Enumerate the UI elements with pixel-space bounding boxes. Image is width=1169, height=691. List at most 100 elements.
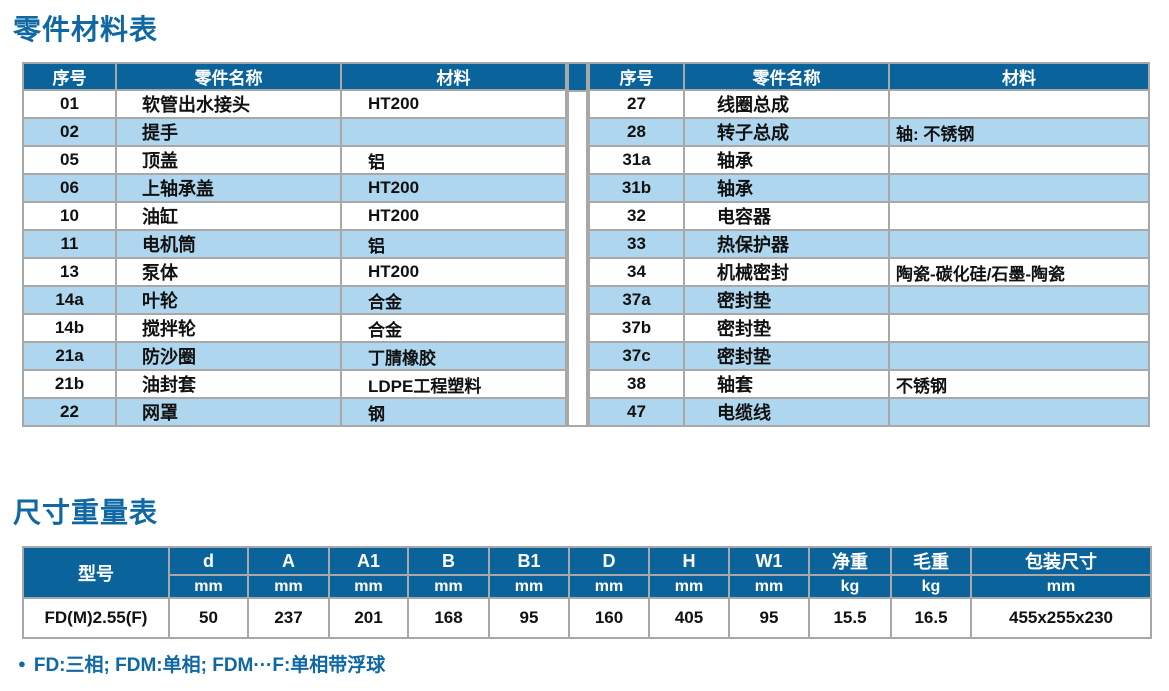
parts-table-left-header: 序号 零件名称 材料	[22, 62, 567, 91]
cell-serial-no: 47	[588, 397, 685, 427]
cell-part-name: 轴套	[683, 369, 890, 399]
dimensions-table-header: 型号 d A A1 B B1 D H W1 净重 毛重 包装尺寸 mm mm mm mm mm mm mm mm k…	[22, 546, 1152, 599]
dim-col-label: H	[648, 546, 730, 576]
dim-col-label: 包装尺寸	[970, 546, 1152, 576]
table-row: 47 电缆线	[588, 397, 1150, 427]
dim-col-unit: mm	[728, 574, 810, 599]
dim-value-cell: 201	[328, 597, 409, 639]
cell-part-name: 提手	[115, 117, 342, 147]
cell-part-name: 叶轮	[115, 285, 342, 315]
table-row: 32 电容器	[588, 201, 1150, 231]
dim-value-cell: 95	[728, 597, 810, 639]
dim-value-cell: 95	[488, 597, 570, 639]
footnote-text: FD:三相; FDM:单相; FDM···F:单相带浮球	[33, 655, 386, 676]
dim-value-cell: 405	[648, 597, 730, 639]
cell-material	[340, 117, 567, 147]
table-row: 11 电机筒铝	[22, 229, 567, 259]
dim-value-cell: 237	[247, 597, 330, 639]
cell-material: HT200	[340, 89, 567, 119]
table-row: 22 网罩钢	[22, 397, 567, 427]
cell-serial-no: 11	[22, 229, 117, 259]
parts-table-left-body: 01 软管出水接头 HT200 02 提手 05 顶盖铝 06 上轴承盖 HT200 10 油缸 HT2…	[22, 89, 567, 427]
col-header-model: 型号	[22, 546, 170, 599]
cell-serial-no: 02	[22, 117, 117, 147]
cell-part-name: 电容器	[683, 201, 890, 231]
cell-serial-no: 38	[588, 369, 685, 399]
model-legend-footnote: ● FD:三相; FDM:单相; FDM···F:单相带浮球	[18, 650, 385, 677]
cell-part-name: 电缆线	[683, 397, 890, 427]
table-row: 13 泵体 HT200	[22, 257, 567, 287]
cell-serial-no: 14b	[22, 313, 117, 343]
cell-part-name: 热保护器	[683, 229, 890, 259]
cell-material: 钢	[340, 397, 567, 427]
table-row: 31a 轴承	[588, 145, 1150, 175]
cell-part-name: 电机筒	[115, 229, 342, 259]
dim-col-unit: mm	[247, 574, 330, 599]
cell-part-name: 上轴承盖	[115, 173, 342, 203]
table-row: 33 热保护器	[588, 229, 1150, 259]
dim-col-unit: mm	[407, 574, 490, 599]
parts-table-right-body: 27 线圈总成 28 转子总成 轴: 不锈钢 31a 轴承 31b 轴承 32 电容器 33 热保护器 3…	[588, 89, 1150, 427]
dim-col-label: A1	[328, 546, 409, 576]
cell-serial-no: 06	[22, 173, 117, 203]
table-row: 06 上轴承盖 HT200	[22, 173, 567, 203]
cell-material: 轴: 不锈钢	[888, 117, 1150, 147]
col-header-part-name: 零件名称	[683, 62, 890, 91]
cell-serial-no: 31a	[588, 145, 685, 175]
col-header-serial: 序号	[588, 62, 685, 91]
parts-table-right-header: 序号 零件名称 材料	[588, 62, 1150, 91]
table-row: 37a 密封垫	[588, 285, 1150, 315]
cell-material: 合金	[340, 285, 567, 315]
cell-part-name: 密封垫	[683, 285, 890, 315]
col-header-material: 材料	[888, 62, 1150, 91]
cell-material	[888, 173, 1150, 203]
cell-material: HT200	[340, 201, 567, 231]
cell-material: 合金	[340, 313, 567, 343]
dim-col-unit: kg	[808, 574, 892, 599]
cell-material	[888, 201, 1150, 231]
dim-col-unit: mm	[568, 574, 650, 599]
table-row: FD(M)2.55(F) 50 237 201 168 95 160 405 95 15.5 16.…	[22, 597, 1152, 639]
cell-material: 铝	[340, 145, 567, 175]
table-row: 14b 搅拌轮 合金	[22, 313, 567, 343]
cell-part-name: 软管出水接头	[115, 89, 342, 119]
table-gap-column	[567, 62, 588, 427]
dim-col-label: d	[168, 546, 249, 576]
dim-col-label: D	[568, 546, 650, 576]
dim-col-unit: mm	[328, 574, 409, 599]
cell-serial-no: 32	[588, 201, 685, 231]
cell-serial-no: 27	[588, 89, 685, 119]
table-row: 21b 油封套 LDPE工程塑料	[22, 369, 567, 399]
bullet-icon: ●	[18, 656, 26, 671]
cell-serial-no: 21a	[22, 341, 117, 371]
cell-part-name: 密封垫	[683, 341, 890, 371]
dim-col-unit: mm	[488, 574, 570, 599]
dim-value-cell: 160	[568, 597, 650, 639]
cell-serial-no: 05	[22, 145, 117, 175]
table-gap-header	[569, 64, 586, 92]
cell-material: 不锈钢	[888, 369, 1150, 399]
col-header-part-name: 零件名称	[115, 62, 342, 91]
cell-part-name: 油缸	[115, 201, 342, 231]
table-row: 37c 密封垫	[588, 341, 1150, 371]
col-header-material: 材料	[340, 62, 567, 91]
cell-part-name: 轴承	[683, 173, 890, 203]
cell-serial-no: 31b	[588, 173, 685, 203]
parts-tables: 序号 零件名称 材料 01 软管出水接头 HT200 02 提手 05 顶盖铝 06 上轴承盖 H…	[22, 62, 1150, 427]
table-row: 02 提手	[22, 117, 567, 147]
dim-col-label: A	[247, 546, 330, 576]
cell-serial-no: 10	[22, 201, 117, 231]
dim-col-label: 毛重	[890, 546, 972, 576]
table-row: 10 油缸 HT200	[22, 201, 567, 231]
cell-material	[888, 397, 1150, 427]
cell-part-name: 密封垫	[683, 313, 890, 343]
dim-col-unit: kg	[890, 574, 972, 599]
cell-serial-no: 33	[588, 229, 685, 259]
dim-col-label: 净重	[808, 546, 892, 576]
dim-value-cell: 168	[407, 597, 490, 639]
cell-material: HT200	[340, 173, 567, 203]
cell-part-name: 泵体	[115, 257, 342, 287]
model-cell: FD(M)2.55(F)	[22, 597, 170, 639]
dim-value-cell: 455x255x230	[970, 597, 1152, 639]
